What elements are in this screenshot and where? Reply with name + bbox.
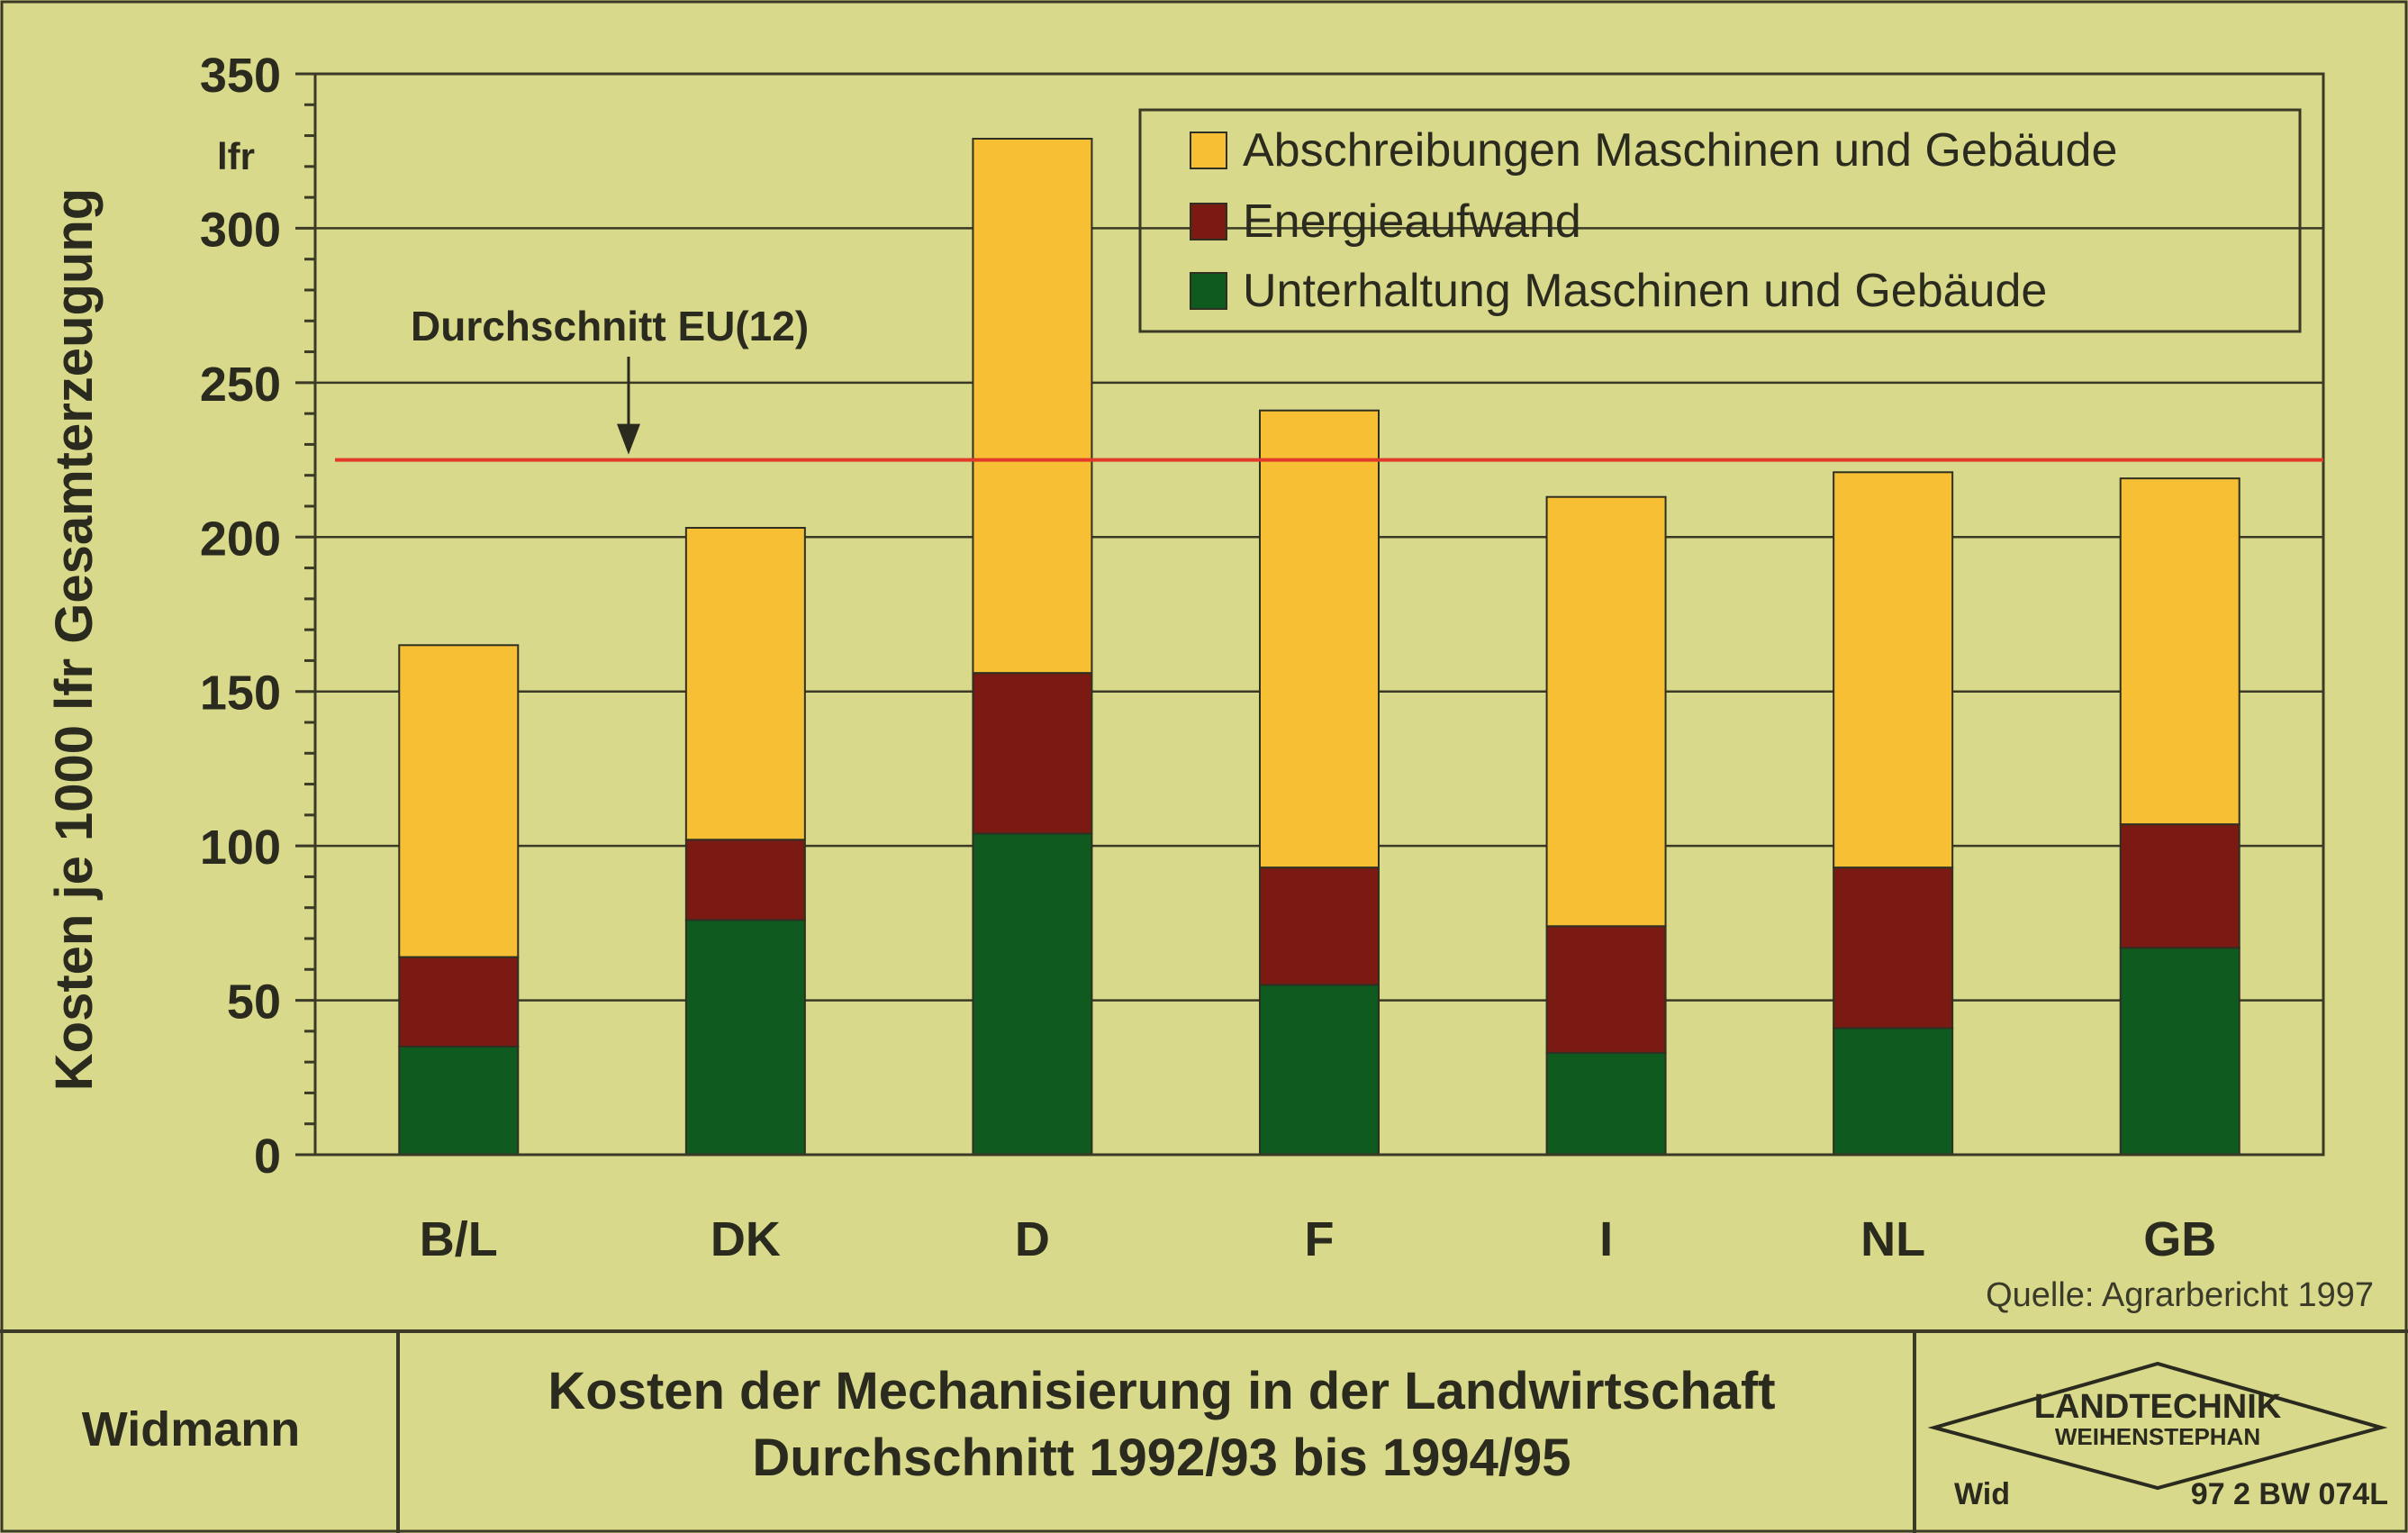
bar-segment bbox=[972, 138, 1093, 675]
y-tick-label: 150 bbox=[200, 667, 281, 721]
y-tick-label: 300 bbox=[200, 203, 281, 257]
bar-segment bbox=[398, 1046, 520, 1156]
x-tick-label: B/L bbox=[420, 1212, 498, 1266]
eu-average-arrow-head bbox=[617, 423, 640, 455]
bar-segment bbox=[1259, 984, 1380, 1157]
plot-area: 0 50 100 150 200 250 300 350 B/L DK D F I NL GB Durch… bbox=[200, 49, 2325, 1266]
landtechnik-logo: LANDTECHNIK WEIHENSTEPHAN bbox=[1927, 1361, 2388, 1491]
x-tick-label: I bbox=[1599, 1212, 1613, 1266]
bar-segment bbox=[972, 672, 1093, 835]
bars bbox=[398, 138, 2241, 1157]
y-tick-label: 250 bbox=[200, 358, 281, 412]
bar-segment bbox=[972, 832, 1093, 1157]
legend-swatch bbox=[1190, 203, 1227, 240]
x-axis-labels: B/L DK D F I NL GB bbox=[420, 1212, 2216, 1266]
legend-label: Abschreibungen Maschinen und Gebäude bbox=[1243, 124, 2117, 177]
bar-segment bbox=[2119, 947, 2241, 1157]
logo-diamond bbox=[1927, 1361, 2388, 1491]
bar-segment bbox=[2119, 477, 2241, 826]
x-tick-label: NL bbox=[1860, 1212, 1925, 1266]
bar-segment bbox=[398, 644, 520, 958]
logo-text-main: LANDTECHNIK bbox=[2034, 1388, 2282, 1426]
legend-label: Energieaufwand bbox=[1243, 195, 1581, 248]
code-left: Wid bbox=[1954, 1477, 2010, 1511]
code-right: 97 2 BW 074L bbox=[2191, 1477, 2388, 1511]
y-tick-label: 200 bbox=[200, 512, 281, 566]
bar-segment bbox=[2119, 823, 2241, 949]
legend: Abschreibungen Maschinen und Gebäude Ener… bbox=[1138, 108, 2302, 333]
y-axis-unit: lfr bbox=[217, 135, 255, 177]
author-name: Widmann bbox=[82, 1402, 301, 1456]
y-tick-label: 0 bbox=[254, 1129, 281, 1184]
legend-swatch bbox=[1190, 272, 1227, 310]
y-tick-label: 350 bbox=[200, 49, 281, 103]
y-axis-label: Kosten je 1000 lfr Gesamterzeugung bbox=[45, 188, 104, 1091]
y-tick-label: 50 bbox=[227, 975, 281, 1030]
chart-title: Kosten der Mechanisierung in der Landwir… bbox=[548, 1362, 1775, 1420]
legend-label: Unterhaltung Maschinen und Gebäude bbox=[1243, 265, 2047, 317]
logo-text-sub: WEIHENSTEPHAN bbox=[2055, 1423, 2260, 1450]
bar-segment bbox=[1259, 409, 1380, 869]
footer: Widmann Kosten der Mechanisierung in der… bbox=[0, 1329, 2408, 1533]
source-note: Quelle: Agrarbericht 1997 bbox=[1986, 1276, 2374, 1314]
plot-frame bbox=[313, 72, 2325, 1157]
bar-segment bbox=[1833, 471, 1954, 869]
grid-lines bbox=[315, 227, 2323, 1002]
chart-subtitle: Durchschnitt 1992/93 bis 1994/95 bbox=[752, 1429, 1571, 1487]
bar-segment bbox=[684, 919, 806, 1157]
bar-segment bbox=[684, 527, 806, 841]
bar-segment bbox=[1545, 925, 1667, 1054]
x-tick-label: D bbox=[1015, 1212, 1050, 1266]
x-tick-label: GB bbox=[2143, 1212, 2216, 1266]
eu-average-label: Durchschnitt EU(12) bbox=[411, 303, 809, 349]
x-tick-label: F bbox=[1305, 1212, 1335, 1266]
bar-segment bbox=[1833, 1027, 1954, 1157]
bar-segment bbox=[1259, 866, 1380, 986]
bar-segment bbox=[1833, 866, 1954, 1030]
x-tick-label: DK bbox=[711, 1212, 781, 1266]
legend-swatch bbox=[1190, 132, 1227, 169]
bar-segment bbox=[1545, 495, 1667, 928]
bar-segment bbox=[684, 839, 806, 921]
legend-frame bbox=[1138, 108, 2302, 333]
y-tick-label: 100 bbox=[200, 821, 281, 875]
legend-items: Abschreibungen Maschinen und Gebäude Ener… bbox=[1190, 124, 2117, 317]
bar-segment bbox=[398, 956, 520, 1048]
bar-segment bbox=[1545, 1051, 1667, 1157]
y-axis-ticks: 0 50 100 150 200 250 300 350 bbox=[200, 49, 315, 1184]
